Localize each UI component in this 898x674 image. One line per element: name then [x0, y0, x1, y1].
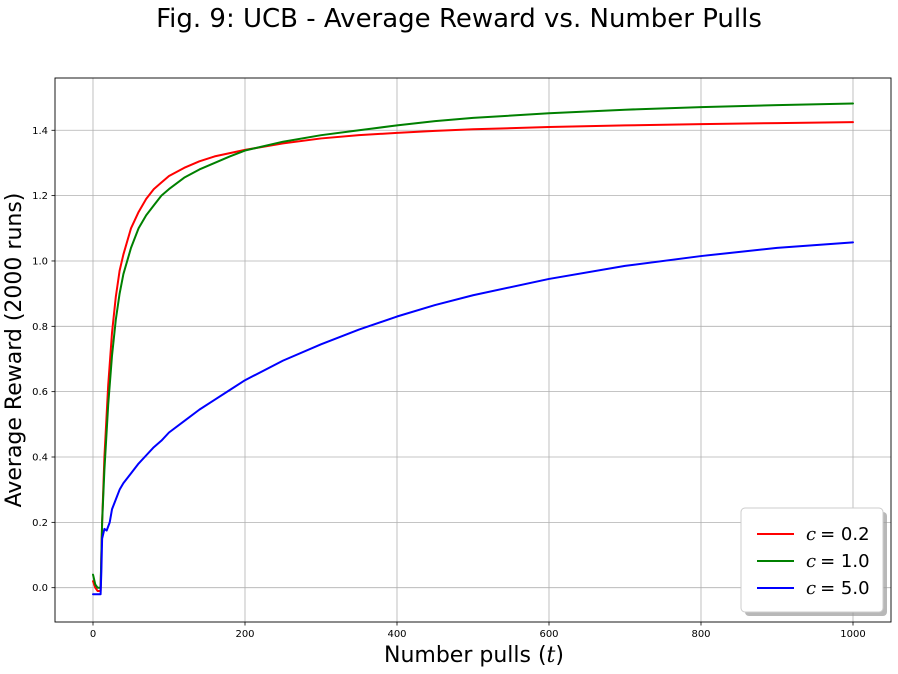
y-tick-label: 0.0 [32, 583, 48, 594]
y-tick-label: 0.8 [32, 322, 48, 333]
x-tick-label: 0 [90, 629, 96, 640]
y-tick-label: 1.4 [32, 126, 48, 137]
legend-var: c [806, 524, 816, 545]
legend-label-1: c = 0.2 [806, 524, 870, 545]
x-axis-ticks: 0 200 400 600 800 1000 [90, 622, 866, 640]
y-axis-ticks: 0.0 0.2 0.4 0.6 0.8 1.0 1.2 1.4 [32, 126, 55, 594]
x-axis-label-var: t [547, 643, 556, 668]
x-tick-label: 600 [539, 629, 558, 640]
legend-value: = 5.0 [820, 578, 869, 599]
legend: c = 0.2c = 1.0c = 5.0 [740, 507, 887, 616]
x-tick-label: 1000 [840, 629, 865, 640]
x-tick-label: 400 [387, 629, 406, 640]
series-line-2 [92, 102, 854, 589]
series-line-1 [92, 121, 854, 592]
y-tick-label: 0.2 [32, 518, 48, 529]
y-tick-label: 1.0 [32, 256, 48, 267]
y-tick-label: 0.4 [32, 453, 48, 464]
x-axis-label: Number pulls (t) [384, 643, 564, 668]
y-tick-label: 0.6 [32, 387, 48, 398]
y-axis-label: Average Reward (2000 runs) [2, 193, 27, 508]
legend-value: = 0.2 [820, 524, 869, 545]
series-line-3 [92, 241, 854, 596]
legend-var: c [806, 578, 816, 599]
chart-title: Fig. 9: UCB - Average Reward vs. Number … [156, 4, 762, 34]
plot-frame [54, 77, 892, 623]
legend-label-2: c = 1.0 [806, 551, 870, 572]
legend-var: c [806, 551, 816, 572]
x-axis-label-suffix: ) [555, 643, 564, 668]
plot-series [92, 102, 854, 596]
x-axis-label-prefix: Number pulls ( [384, 643, 547, 668]
legend-value: = 1.0 [820, 551, 869, 572]
legend-label-3: c = 5.0 [806, 578, 870, 599]
y-tick-label: 1.2 [32, 191, 48, 202]
x-tick-label: 800 [691, 629, 710, 640]
x-tick-label: 200 [235, 629, 254, 640]
